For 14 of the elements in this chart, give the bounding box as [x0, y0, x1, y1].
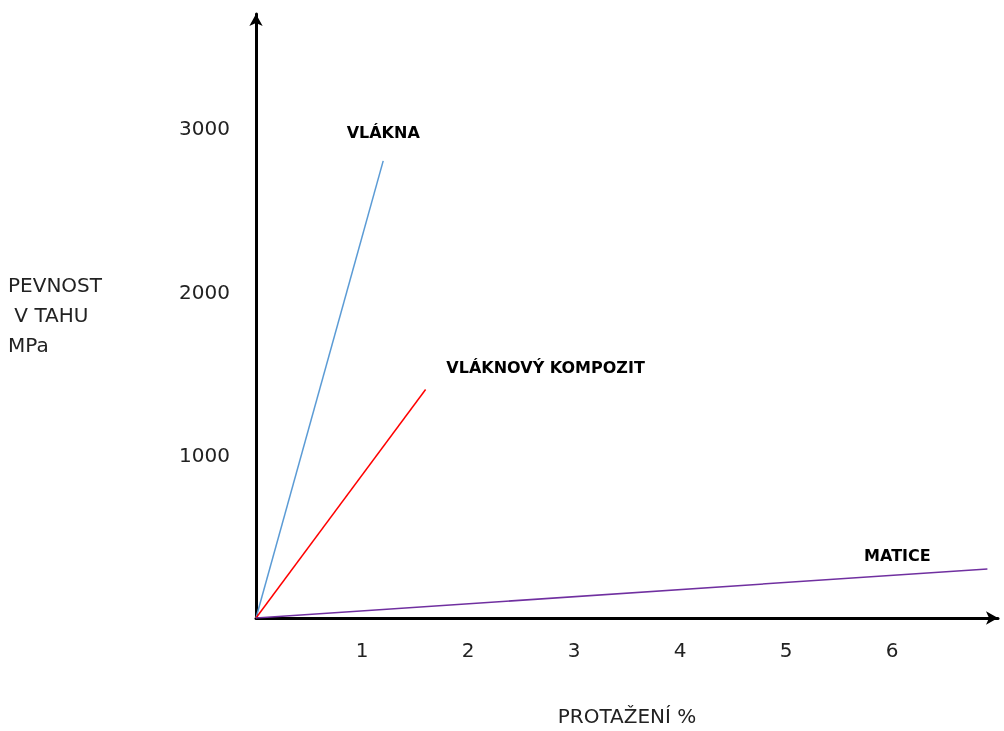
y-tick-label: 2000: [179, 279, 230, 304]
series-label: VLÁKNA: [346, 123, 421, 143]
series-label: MATICE: [864, 545, 931, 565]
x-axis-title: PROTAŽENÍ %: [557, 704, 697, 728]
x-tick-label: 3: [567, 638, 581, 662]
y-axis-title: PEVNOST V TAHU MPa: [8, 273, 103, 357]
x-tick-label: 4: [673, 638, 687, 662]
y-tick-label: 1000: [179, 442, 230, 467]
y-tick-label: 3000: [179, 116, 230, 141]
x-tick-label: 1: [355, 638, 369, 662]
x-tick-label: 6: [885, 638, 899, 662]
x-tick-label: 2: [461, 638, 475, 662]
series-label: VLÁKNOVÝ KOMPOZIT: [446, 357, 645, 377]
x-tick-label: 5: [779, 638, 793, 662]
